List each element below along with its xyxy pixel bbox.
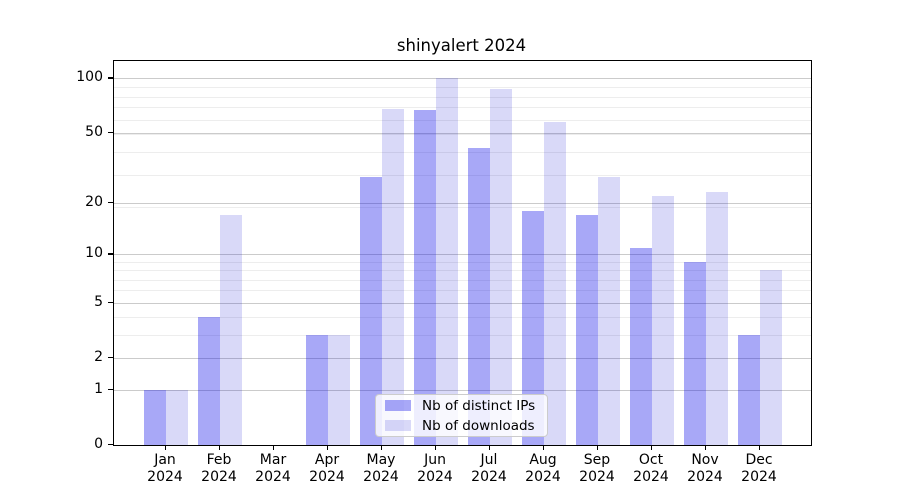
x-tick-jun: [435, 445, 437, 451]
bar-ips-jan: [144, 389, 166, 445]
x-tick-label-jan: Jan 2024: [147, 452, 183, 485]
x-tick-jan: [165, 445, 167, 451]
minor-gridline: [114, 87, 811, 89]
x-tick-label-aug: Aug 2024: [525, 452, 561, 485]
minor-gridline: [114, 134, 811, 136]
bar-downloads-dec: [760, 270, 782, 445]
x-tick-aug: [543, 445, 545, 451]
minor-gridline: [114, 279, 811, 281]
major-gridline-20: [114, 203, 811, 204]
y-tick-label-5: 5: [94, 293, 103, 310]
y-tick-0: [108, 444, 113, 446]
bar-ips-may: [360, 177, 382, 445]
y-tick-label-0: 0: [94, 436, 103, 452]
y-tick-label-10: 10: [85, 245, 103, 262]
y-tick-5: [108, 301, 113, 303]
x-tick-sep: [597, 445, 599, 451]
legend-label-distinct-ips: Nb of distinct IPs: [422, 397, 536, 414]
x-tick-label-nov: Nov 2024: [687, 452, 723, 485]
bar-downloads-jul: [490, 89, 512, 445]
bar-ips-sep: [576, 215, 598, 445]
bar-downloads-oct: [652, 195, 674, 445]
bar-ips-aug: [522, 211, 544, 445]
x-tick-label-dec: Dec 2024: [741, 452, 777, 485]
x-tick-oct: [651, 445, 653, 451]
y-tick-label-1: 1: [94, 380, 103, 397]
y-tick-2: [108, 356, 113, 359]
minor-gridline: [114, 334, 811, 336]
x-tick-label-jun: Jun 2024: [417, 452, 453, 485]
major-gridline-100: [114, 78, 811, 80]
x-tick-label-may: May 2024: [363, 452, 399, 485]
bar-ips-nov: [684, 262, 706, 445]
major-gridline-1: [114, 389, 811, 391]
x-tick-label-jul: Jul 2024: [471, 452, 507, 485]
y-tick-1: [108, 388, 113, 391]
major-gridline-2: [114, 357, 811, 359]
bar-ips-jun: [414, 109, 436, 445]
minor-gridline: [114, 290, 811, 292]
legend-swatch-downloads: [385, 420, 411, 431]
x-tick-dec: [759, 445, 761, 451]
bar-ips-apr: [306, 334, 328, 445]
bar-downloads-nov: [706, 192, 728, 445]
minor-gridline: [114, 174, 811, 176]
minor-gridline: [114, 151, 811, 153]
bar-downloads-jan: [166, 389, 188, 445]
bar-ips-jul: [468, 147, 490, 445]
x-tick-feb: [219, 445, 221, 451]
x-tick-apr: [327, 445, 329, 451]
y-tick-50: [108, 131, 113, 133]
bar-downloads-aug: [544, 122, 566, 445]
minor-gridline: [114, 96, 811, 98]
x-tick-may: [381, 445, 383, 451]
y-tick-label-100: 100: [76, 69, 103, 86]
x-tick-jul: [489, 445, 491, 451]
legend-item-distinct-ips: Nb of distinct IPs: [385, 398, 547, 414]
plot-area: [113, 60, 812, 446]
bar-ips-dec: [738, 334, 760, 445]
chart-title: shinyalert 2024: [396, 36, 527, 55]
major-gridline-50: [114, 132, 811, 134]
minor-gridline: [114, 262, 811, 263]
x-tick-label-oct: Oct 2024: [633, 452, 669, 485]
legend-swatch-distinct-ips: [385, 400, 411, 411]
y-tick-20: [108, 202, 113, 204]
legend-item-downloads: Nb of downloads: [385, 418, 547, 434]
legend: Nb of distinct IPs Nb of downloads: [375, 394, 548, 437]
legend-label-downloads: Nb of downloads: [422, 417, 535, 434]
y-tick-100: [108, 77, 113, 79]
bar-ips-oct: [630, 247, 652, 445]
x-tick-label-apr: Apr 2024: [309, 452, 345, 485]
y-tick-10: [108, 253, 113, 255]
x-tick-label-feb: Feb 2024: [201, 452, 237, 485]
minor-gridline: [114, 119, 811, 121]
x-tick-mar: [273, 445, 275, 451]
bar-downloads-feb: [220, 215, 242, 445]
minor-gridline: [114, 317, 811, 319]
bar-downloads-apr: [328, 334, 350, 445]
y-tick-label-2: 2: [94, 348, 103, 365]
bar-downloads-sep: [598, 177, 620, 445]
bar-downloads-may: [382, 108, 404, 445]
bar-downloads-jun: [436, 78, 458, 445]
x-tick-label-mar: Mar 2024: [255, 452, 291, 485]
bar-ips-feb: [198, 317, 220, 445]
y-tick-label-20: 20: [85, 194, 103, 210]
x-tick-label-sep: Sep 2024: [579, 452, 615, 485]
minor-gridline: [114, 107, 811, 109]
y-tick-label-50: 50: [85, 123, 103, 140]
minor-gridline: [114, 206, 811, 208]
major-gridline-10: [114, 254, 811, 256]
major-gridline-5: [114, 302, 811, 304]
x-tick-nov: [705, 445, 707, 451]
minor-gridline: [114, 270, 811, 272]
